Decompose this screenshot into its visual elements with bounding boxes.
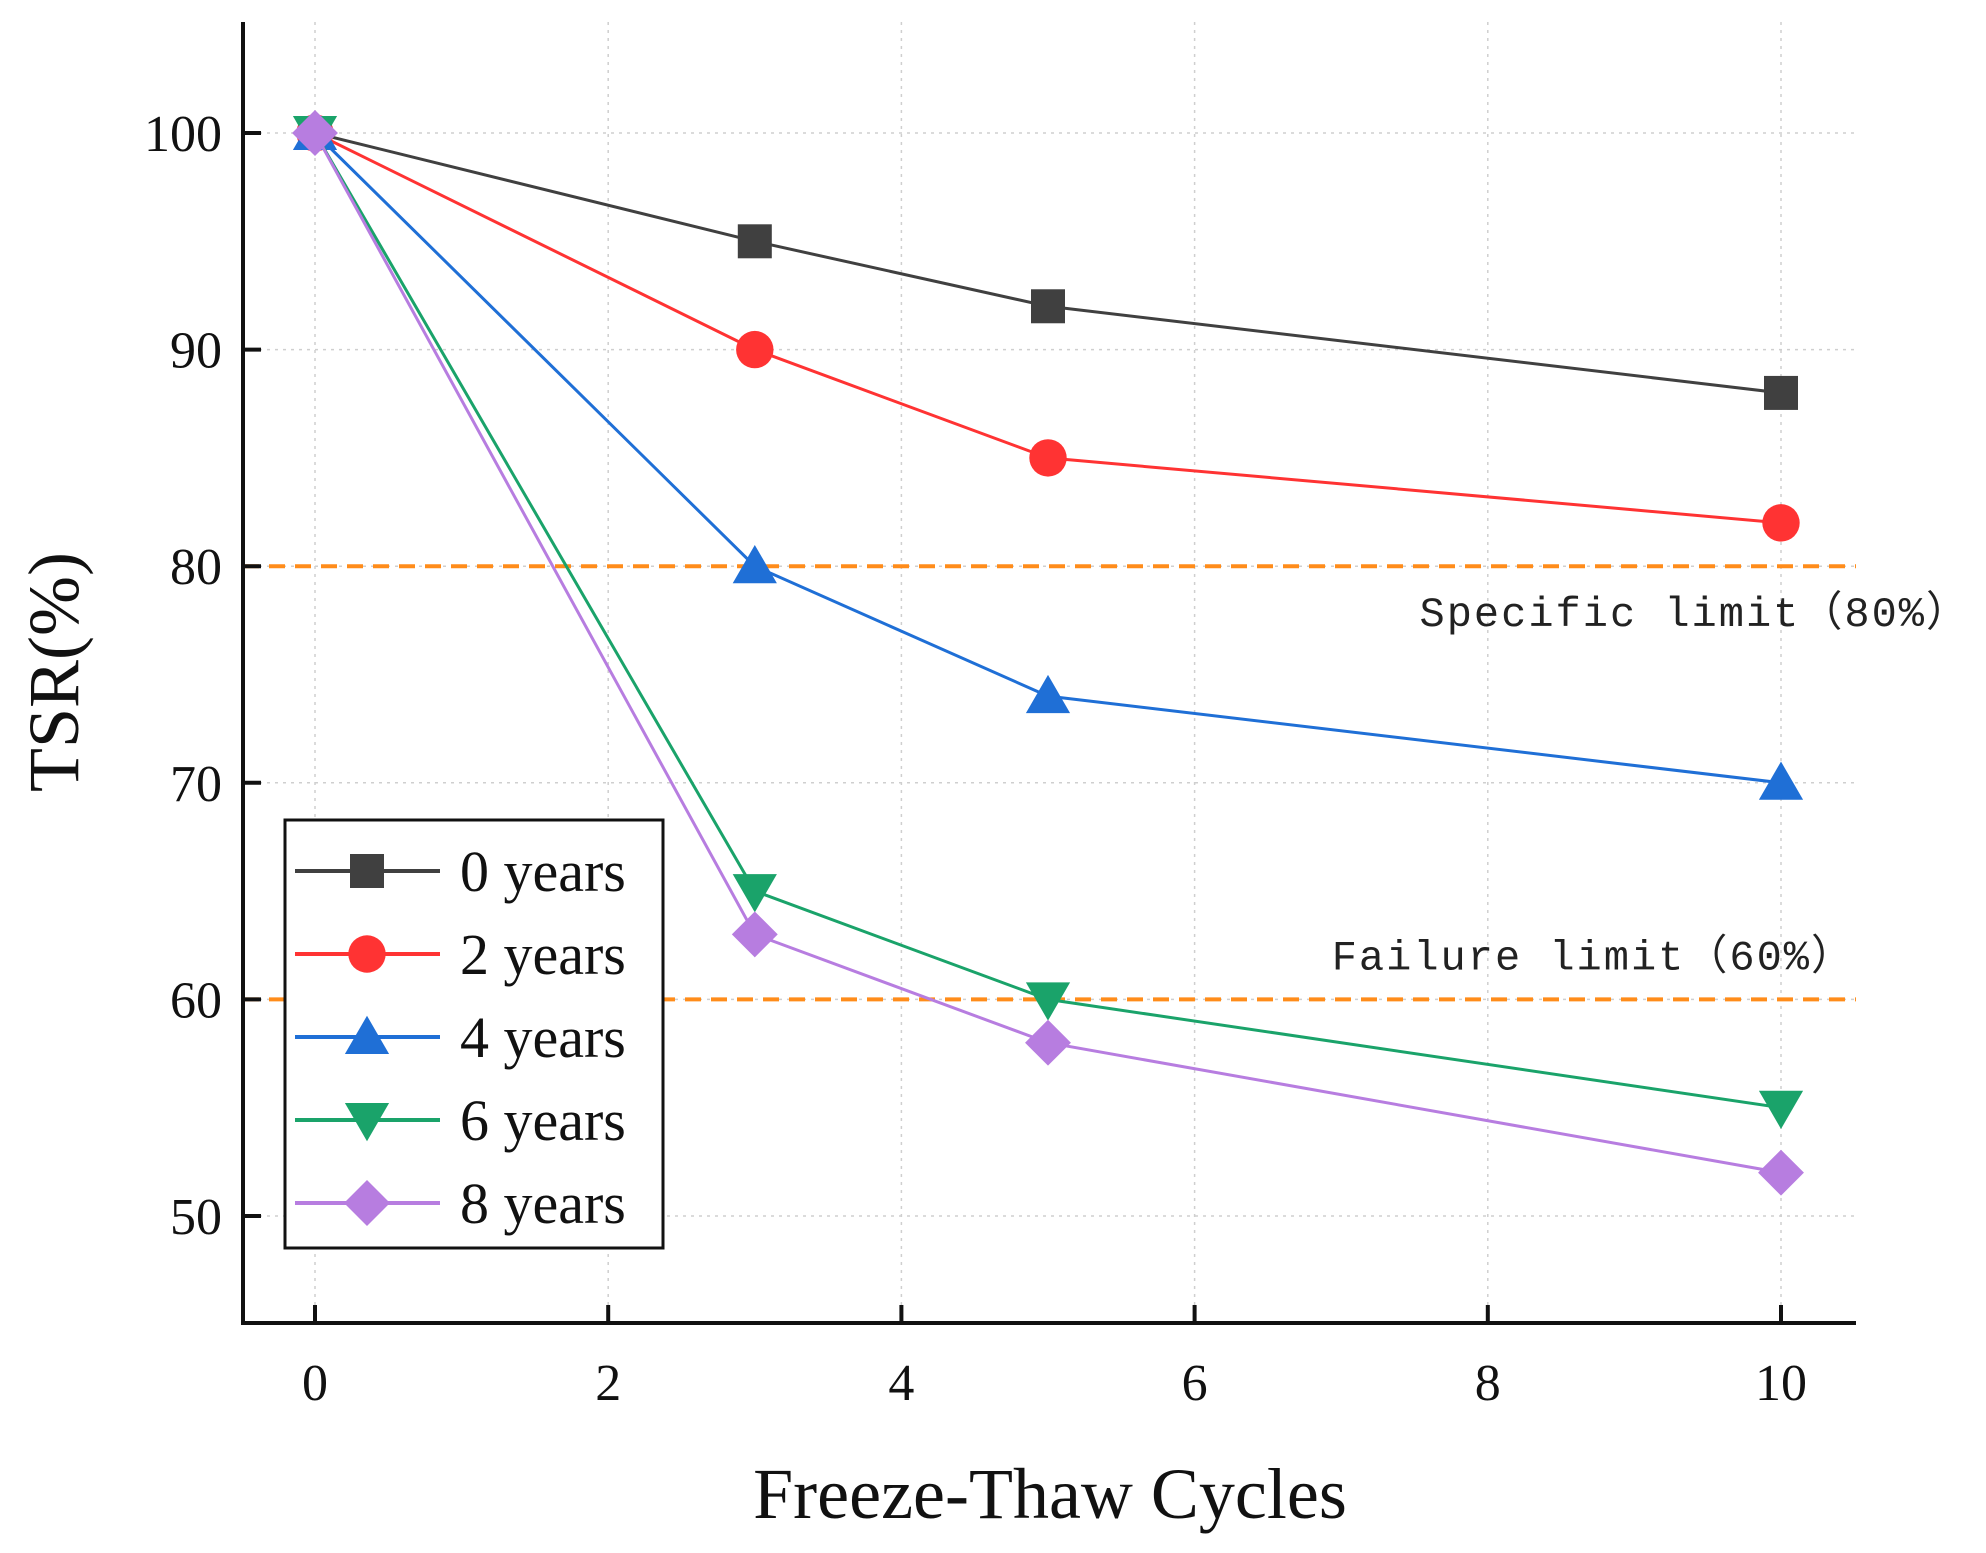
legend-label: 0 years xyxy=(460,839,626,904)
data-point xyxy=(1031,289,1065,324)
reference-line-label: Specific limit（80%） xyxy=(1420,590,1970,639)
data-point xyxy=(1029,439,1067,477)
data-point xyxy=(292,110,338,156)
x-axis-title: Freeze-Thaw Cycles xyxy=(753,1454,1347,1534)
axes xyxy=(241,22,1856,1325)
legend-item: 6 years xyxy=(295,1088,626,1153)
data-point xyxy=(1025,674,1071,714)
legend-item: 4 years xyxy=(295,1005,626,1070)
y-axis-title: TSR(%) xyxy=(14,552,94,792)
legend-item: 8 years xyxy=(295,1171,626,1236)
series-2-years xyxy=(296,114,1800,542)
legend-box xyxy=(283,818,665,1250)
data-point xyxy=(1758,1149,1804,1196)
data-point xyxy=(731,911,778,958)
series-line xyxy=(314,131,1782,525)
legend-marker xyxy=(344,1103,390,1142)
legend-marker xyxy=(344,1180,390,1226)
x-tick-label: 8 xyxy=(1475,1355,1501,1412)
y-tick-label: 60 xyxy=(170,972,222,1029)
series-line xyxy=(313,132,1782,1175)
data-point xyxy=(1762,504,1800,542)
x-tick-label: 10 xyxy=(1755,1355,1807,1412)
series-8-years xyxy=(292,110,1804,1196)
y-tick-label: 50 xyxy=(170,1189,222,1246)
legend-label: 2 years xyxy=(460,922,626,987)
data-point xyxy=(1758,1090,1804,1129)
legend-label: 6 years xyxy=(460,1088,626,1153)
grid-lines xyxy=(243,22,1856,1323)
legend-item: 0 years xyxy=(295,839,626,904)
data-series xyxy=(292,110,1804,1196)
legend: 0 years 2 years 4 years 6 years 8 years xyxy=(283,818,665,1250)
y-tick-label: 90 xyxy=(170,323,222,380)
legend-item: 2 years xyxy=(295,922,626,987)
x-tick-label: 0 xyxy=(302,1355,328,1412)
data-point xyxy=(732,874,777,913)
legend-marker xyxy=(344,1015,390,1054)
y-tick-label: 80 xyxy=(170,539,222,596)
data-point xyxy=(1764,375,1798,410)
series-line xyxy=(314,131,1782,395)
y-tick-label: 100 xyxy=(144,106,222,163)
data-point xyxy=(1025,1019,1071,1066)
data-point xyxy=(732,544,777,584)
legend-label: 8 years xyxy=(460,1171,626,1236)
series-line xyxy=(313,131,1782,785)
legend-marker xyxy=(348,935,386,973)
x-tick-label: 2 xyxy=(595,1355,621,1412)
x-tick-label: 6 xyxy=(1182,1355,1208,1412)
data-point xyxy=(1758,761,1804,800)
data-point xyxy=(736,330,774,369)
x-tick-label: 4 xyxy=(888,1355,914,1412)
series-0-years xyxy=(298,116,1798,410)
legend-marker xyxy=(350,854,384,888)
legend-label: 4 years xyxy=(460,1005,626,1070)
data-point xyxy=(1025,982,1071,1021)
data-point xyxy=(737,224,772,259)
axis-ticks: 0 2 4 6 8 10 50 60 70 80 90 100 xyxy=(144,106,1807,1412)
series-line xyxy=(313,132,1782,1110)
y-tick-label: 70 xyxy=(170,756,222,813)
reference-line-label: Failure limit（60%） xyxy=(1332,933,1855,982)
